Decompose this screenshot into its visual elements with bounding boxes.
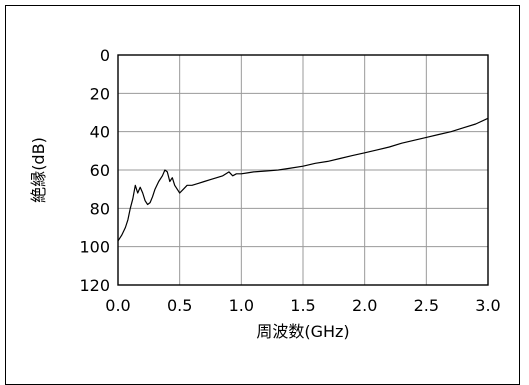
x-axis-label: 周波数(GHz) <box>256 322 349 341</box>
x-tick-label: 1.5 <box>290 296 315 315</box>
x-tick-label: 2.5 <box>414 296 439 315</box>
y-tick-labels: 0 20 40 60 80 100 120 <box>79 46 110 295</box>
x-tick-label: 0.5 <box>167 296 192 315</box>
y-tick-label: 80 <box>90 199 110 218</box>
grid <box>117 54 489 286</box>
x-tick-label: 0.0 <box>105 296 130 315</box>
y-axis-label: 絶縁(dB) <box>29 137 48 203</box>
chart-frame <box>5 5 520 385</box>
y-tick-label: 120 <box>79 276 110 295</box>
y-tick-label: 20 <box>90 84 110 103</box>
y-tick-label: 60 <box>90 161 110 180</box>
x-tick-label: 3.0 <box>475 296 500 315</box>
x-tick-label: 2.0 <box>352 296 377 315</box>
y-tick-label: 40 <box>90 123 110 142</box>
series-line-0 <box>117 117 489 242</box>
y-tick-label: 100 <box>79 238 110 257</box>
chart: 0 20 40 60 80 100 120 0.0 0.5 1.0 1.5 2.0 2.5 3.0 周波… <box>29 46 501 341</box>
series-group <box>117 117 489 242</box>
x-tick-labels: 0.0 0.5 1.0 1.5 2.0 2.5 3.0 <box>105 296 500 315</box>
plot-area <box>117 54 489 286</box>
y-tick-label: 0 <box>100 46 110 65</box>
x-tick-label: 1.0 <box>229 296 254 315</box>
